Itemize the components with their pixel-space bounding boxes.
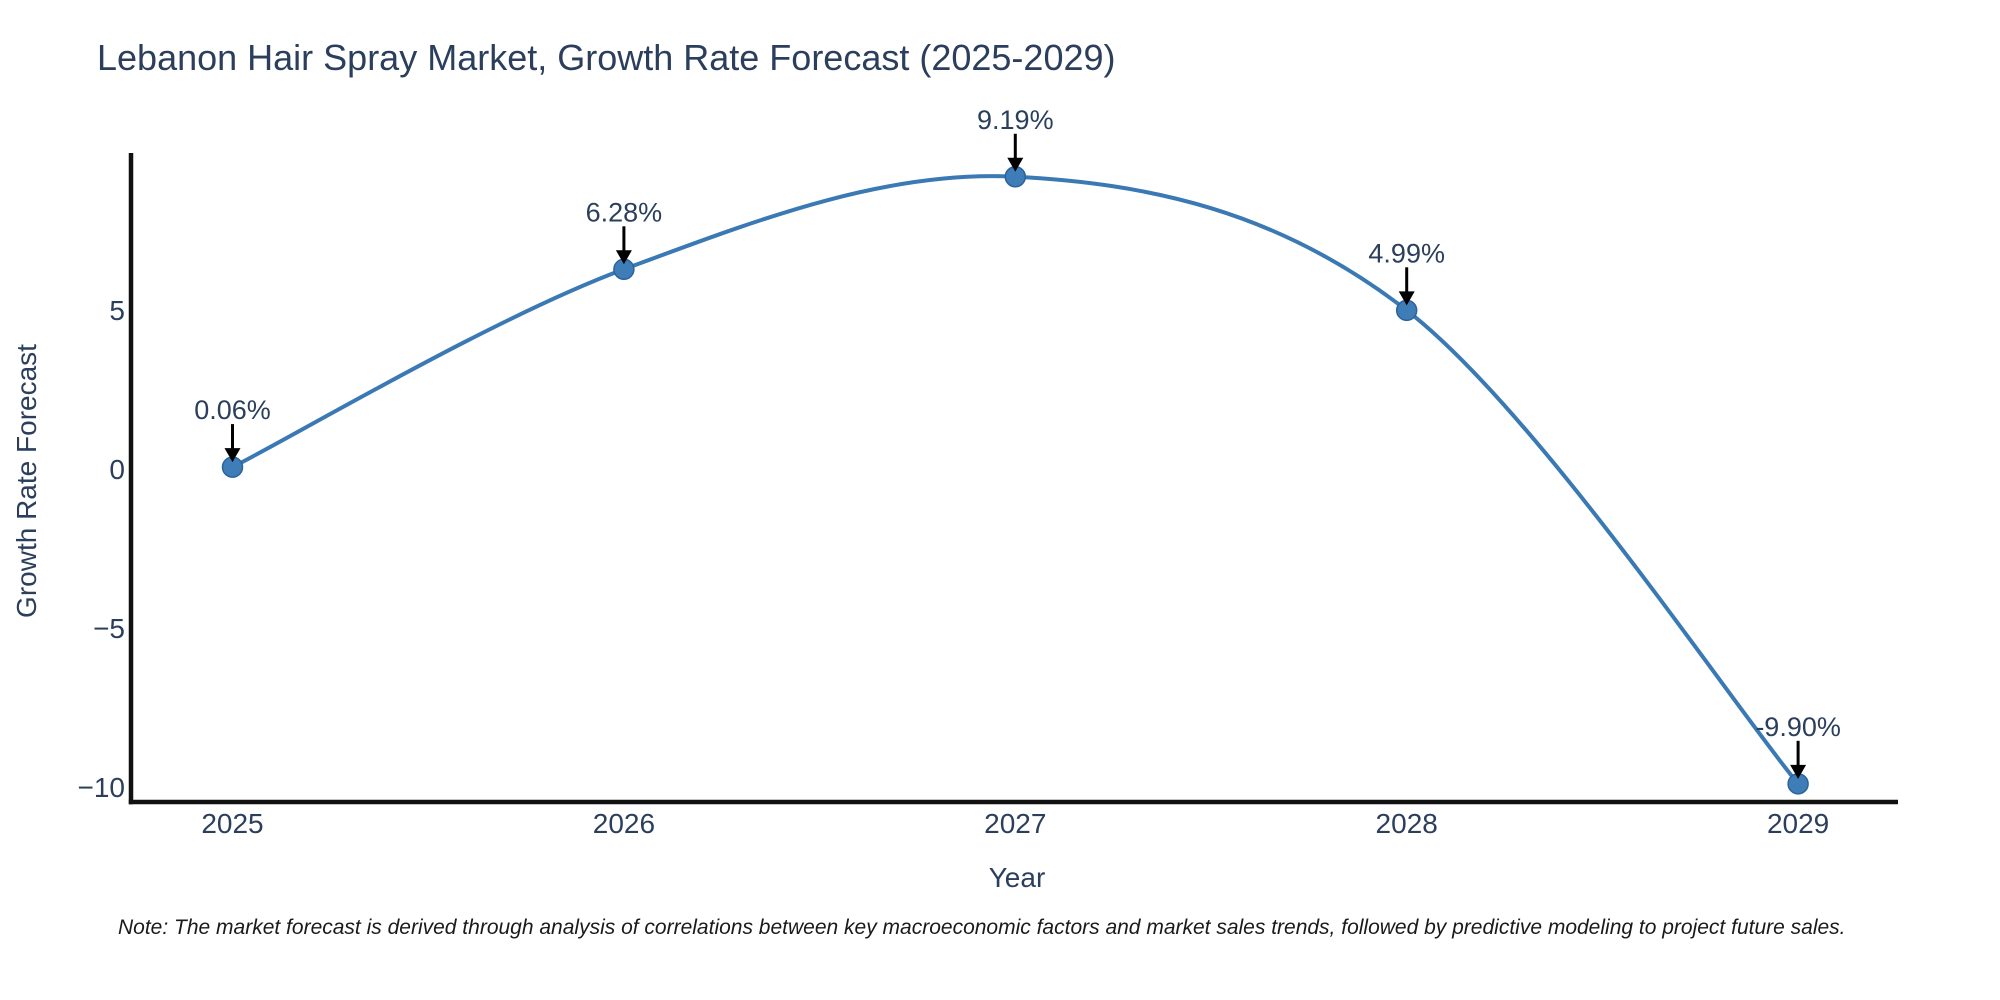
x-tick-label: 2026 <box>593 808 655 839</box>
x-tick-label: 2029 <box>1767 808 1829 839</box>
y-tick-label: −5 <box>93 613 125 644</box>
annotation-label: 4.99% <box>1368 238 1445 268</box>
annotation-arrow-head <box>1398 291 1415 306</box>
annotation-arrow-head <box>224 448 241 463</box>
forecast-line <box>230 174 1801 786</box>
y-tick-label: 5 <box>109 295 125 326</box>
chart-title: Lebanon Hair Spray Market, Growth Rate F… <box>97 37 1116 78</box>
annotation-label: 6.28% <box>586 197 663 227</box>
footnote: Note: The market forecast is derived thr… <box>118 916 1846 939</box>
annotation-arrow-head <box>615 250 632 265</box>
x-tick-label: 2028 <box>1376 808 1438 839</box>
y-tick-label: 0 <box>109 454 125 485</box>
annotation-arrow-head <box>1790 764 1807 779</box>
annotation-label: 9.19% <box>977 105 1054 135</box>
annotation-label: 0.06% <box>194 395 271 425</box>
annotation-arrow-head <box>1007 157 1024 172</box>
annotation-label: -9.90% <box>1755 712 1841 742</box>
y-tick-label: −10 <box>78 772 126 803</box>
x-tick-label: 2027 <box>984 808 1046 839</box>
x-axis-title: Year <box>988 862 1046 893</box>
x-tick-label: 2025 <box>201 808 263 839</box>
